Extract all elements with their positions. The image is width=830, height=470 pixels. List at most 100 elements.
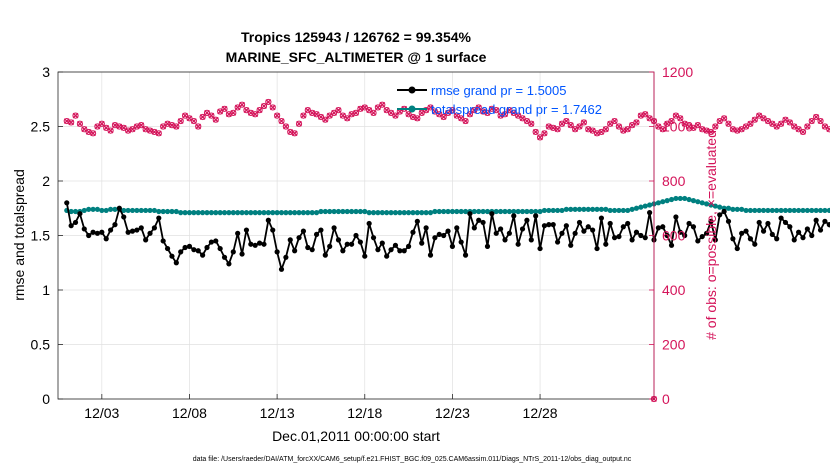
totalspread-point [195,210,201,216]
obs-possible-point [764,117,772,125]
y-right-axis-ticks: 0 200 400 600 800 1000 1200 [649,64,693,407]
rmse-point [357,239,363,245]
obs-possible-point [672,112,680,119]
rmse-point [248,241,254,247]
totalspread-point [769,207,775,214]
totalspread-point [384,210,390,216]
obs-possible-point [510,109,517,116]
rmse-point [156,215,162,221]
rmse-point [791,237,797,243]
y-left-axis-ticks: 0 0.5 1 1.5 2 2.5 3 [31,64,63,407]
rmse-point [327,243,333,249]
obs-evaluated-point [826,126,830,133]
rmse-point [677,229,683,235]
totalspread-point [441,208,447,215]
obs-evaluated-point [212,116,219,123]
obs-possible-point [89,130,97,137]
rmse-point [392,242,399,248]
rmse-point [739,230,745,236]
totalspread-point [401,210,407,216]
totalspread-point [173,208,179,215]
obs-possible-point [506,107,513,114]
legend: rmse grand pr = 1.5005 totalspread grand… [397,83,602,117]
obs-evaluated-point [537,134,543,141]
rmse-point [423,225,429,231]
rmse-point [217,245,223,252]
totalspread-point [296,210,302,216]
obs-possible-point [230,109,237,116]
obs-evaluated-point [747,120,754,127]
obs-evaluated-point [344,115,351,122]
totalspread-point [125,207,131,214]
rmse-point [265,217,271,223]
obs-possible-point [541,130,548,137]
totalspread-point [765,207,771,214]
rmse-point [313,231,320,238]
obs-possible-point [690,124,697,131]
obs-possible-point [304,107,311,114]
rmse-point [195,248,201,254]
obs-possible-point [580,119,587,126]
rmse-point [204,244,210,251]
obs-possible-point [567,122,574,129]
obs-evaluated-point [532,129,539,135]
totalspread-point [519,208,526,215]
totalspread-point [511,208,517,215]
totalspread-point [379,210,385,216]
obs-possible-point [760,115,767,122]
legend-rmse-marker [408,86,416,94]
obs-possible-point [72,112,79,119]
rmse-point [730,236,736,242]
totalspread-point [147,207,153,214]
rmse-point [528,237,534,243]
totalspread-point [366,210,372,216]
obs-possible-point [317,113,325,121]
totalspread-point [581,206,587,212]
rmse-point [747,236,754,242]
totalspread-point [423,210,429,216]
obs-possible-point [712,123,719,130]
rmse-point [471,225,477,231]
rmse-point [581,228,587,234]
footer-data-file: data file: /Users/raeder/DAI/ATM_forcXX/… [193,456,632,463]
totalspread-point [655,200,661,206]
obs-possible-point [243,107,250,114]
obs-evaluated-point [808,118,815,124]
obs-possible-point [177,117,184,125]
obs-possible-point [563,117,570,125]
obs-possible-point [217,108,224,115]
obs-count-series [63,98,830,403]
obs-possible-point [791,123,798,130]
rmse-point [493,230,499,236]
obs-possible-point [256,107,263,114]
obs-evaluated-point [90,130,96,137]
obs-evaluated-point [467,111,473,118]
totalspread-point [248,210,254,216]
totalspread-point [813,207,819,214]
totalspread-point [484,208,491,215]
rmse-point [366,220,372,227]
rmse-point [712,237,718,243]
rmse-point [822,218,828,224]
totalspread-point [774,207,780,214]
rmse-point [221,254,228,260]
obs-possible-point [795,126,802,133]
rmse-point [734,245,740,252]
totalspread-point [252,210,258,216]
obs-possible-point [501,111,509,118]
obs-evaluated-point [541,130,548,137]
rmse-point [252,242,258,248]
totalspread-point [734,206,740,212]
rmse-point [278,266,285,272]
rmse-point [817,227,824,233]
rmse-point [506,230,512,236]
totalspread-point [554,207,561,214]
rmse-point [647,210,653,216]
obs-evaluated-point [708,129,714,135]
obs-evaluated-point [813,114,820,120]
totalspread-point [151,207,158,214]
obs-possible-point [352,109,360,116]
obs-possible-point [195,123,202,130]
obs-evaluated-point [335,107,342,114]
obs-evaluated-point [230,110,237,116]
